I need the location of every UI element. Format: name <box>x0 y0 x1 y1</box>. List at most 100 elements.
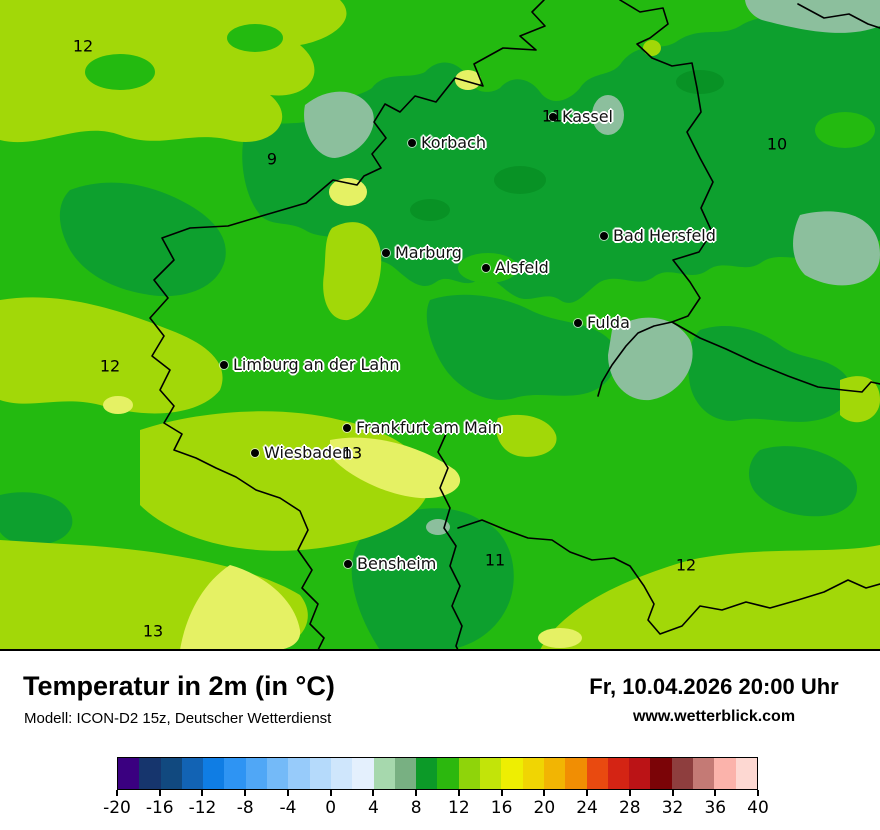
scale-cell <box>522 758 544 789</box>
footer-right-block: Fr, 10.04.2026 20:00 Uhr www.wetterblick… <box>579 674 849 726</box>
city-label: Fulda <box>587 313 630 332</box>
scale-tick <box>714 790 717 796</box>
city-label: Marburg <box>395 243 462 262</box>
scale-cell <box>203 758 225 789</box>
scale-tick <box>500 790 503 796</box>
scale-tick-label: 20 <box>533 798 556 818</box>
scale-cell <box>181 758 204 789</box>
scale-cell <box>373 758 395 789</box>
scale-cell <box>480 758 502 789</box>
map-temperature-value: 13 <box>142 621 164 641</box>
scale-cell <box>224 758 246 789</box>
city-dot-icon <box>251 449 259 457</box>
map-temperature-value: 12 <box>99 356 121 376</box>
scale-cell <box>693 758 715 789</box>
scale-tick <box>201 790 204 796</box>
map-temperature-value: 13 <box>341 443 363 463</box>
map-temperature-value: 11 <box>484 550 506 570</box>
city-label: Bad Hersfeld <box>613 226 716 245</box>
scale-tick <box>158 790 161 796</box>
scale-tick-label: 8 <box>410 798 422 818</box>
scale-tick-label: 36 <box>704 798 727 818</box>
scale-cell <box>629 758 651 789</box>
scale-cell <box>309 758 331 789</box>
city-label: Wiesbaden <box>264 443 353 462</box>
city-dot-icon <box>382 249 390 257</box>
scale-cell <box>394 758 417 789</box>
scale-tick-label: 16 <box>490 798 513 818</box>
page-title: Temperatur in 2m (in °C) <box>23 671 335 701</box>
city-label: Frankfurt am Main <box>356 418 503 437</box>
scale-tick <box>116 790 118 796</box>
scale-cell <box>352 758 374 789</box>
map-temperature-value: 10 <box>766 134 788 154</box>
scale-cell <box>501 758 523 789</box>
scale-cell <box>416 758 438 789</box>
scale-tick <box>244 790 247 796</box>
scale-tick <box>586 790 589 796</box>
scale-cell <box>607 758 630 789</box>
scale-tick <box>457 790 460 796</box>
scale-tick-label: 0 <box>325 798 337 818</box>
scale-cell <box>437 758 459 789</box>
scale-tick <box>757 790 759 796</box>
scale-tick-label: 24 <box>576 798 598 818</box>
scale-tick-label: 28 <box>618 798 641 818</box>
city-label: Bensheim <box>357 554 437 573</box>
map-temperature-value: 9 <box>266 149 278 169</box>
scale-tick-label: 32 <box>661 798 684 818</box>
model-info: Modell: ICON-D2 15z, Deutscher Wetterdie… <box>24 710 332 727</box>
temperature-scale: -20 -16 -12 -8 -4 0 4 8 12 16 20 24 28 32 36 40 <box>103 757 769 818</box>
map-gray-green-patches <box>304 0 880 535</box>
scale-cell <box>139 758 161 789</box>
temperature-scale-cells <box>117 757 758 790</box>
temperature-map: Kassel Korbach Bad Hersfeld Marburg Alsfeld F… <box>0 0 880 650</box>
footer: Temperatur in 2m (in °C) Modell: ICON-D2… <box>0 651 880 830</box>
scale-cell <box>160 758 182 789</box>
website-text: www.wetterblick.com <box>632 708 796 725</box>
city-label: Kassel <box>562 107 613 126</box>
city-dot-icon <box>408 139 416 147</box>
city-label: Korbach <box>421 133 486 152</box>
map-temperature-value: 11 <box>541 106 563 126</box>
scale-tick <box>286 790 289 796</box>
map-state-borders <box>149 0 880 650</box>
scale-tick <box>329 790 332 796</box>
scale-tick-label: 12 <box>448 798 470 818</box>
scale-cell <box>543 758 566 789</box>
scale-tick-label: -16 <box>145 798 174 818</box>
scale-cell <box>245 758 268 789</box>
map-deep-green-patches <box>410 70 724 221</box>
scale-cell <box>458 758 481 789</box>
map-footer-divider <box>0 649 880 651</box>
scale-cell <box>671 758 694 789</box>
city-dot-icon <box>220 361 228 369</box>
city-dot-icon <box>344 560 352 568</box>
city-dot-icon <box>574 319 582 327</box>
scale-tick-label: -8 <box>236 798 254 818</box>
scale-tick <box>543 790 546 796</box>
city-label: Limburg an der Lahn <box>233 355 400 374</box>
city-dot-icon <box>600 232 608 240</box>
scale-cell <box>735 758 757 789</box>
scale-cell <box>118 758 140 789</box>
scale-cell <box>288 758 310 789</box>
city-dot-icon <box>482 264 490 272</box>
map-shading <box>0 0 880 650</box>
map-temperature-value: 12 <box>72 36 94 56</box>
forecast-datetime: Fr, 10.04.2026 20:00 Uhr <box>589 674 839 699</box>
scale-tick-label: 4 <box>367 798 379 818</box>
scale-tick <box>415 790 418 796</box>
scale-tick-label: 40 <box>747 798 769 818</box>
map-temperature-value: 12 <box>675 555 697 575</box>
scale-cell <box>330 758 353 789</box>
scale-cell <box>586 758 608 789</box>
scale-tick <box>372 790 375 796</box>
scale-tick <box>628 790 631 796</box>
city-dot-icon <box>343 424 351 432</box>
scale-tick-label: -20 <box>103 798 131 818</box>
scale-tick <box>671 790 674 796</box>
scale-cell <box>565 758 587 789</box>
scale-tick-label: -12 <box>188 798 217 818</box>
